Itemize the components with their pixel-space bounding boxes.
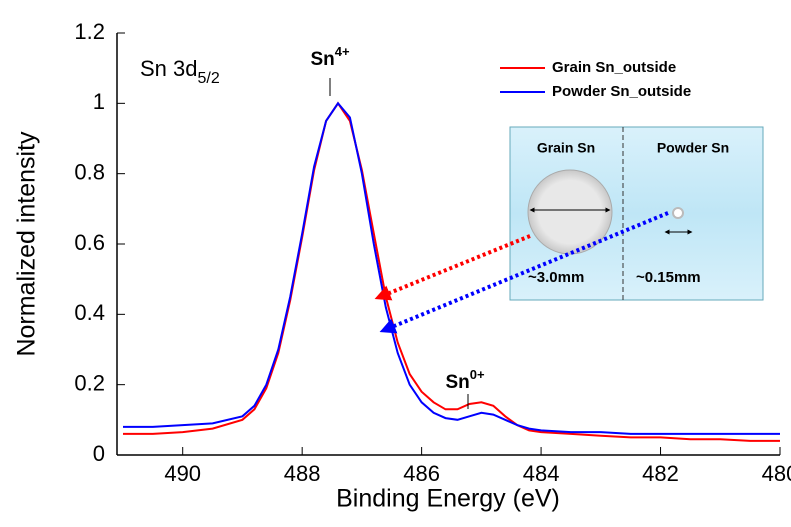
y-tick-label: 0.6	[74, 230, 105, 255]
legend-label: Grain Sn_outside	[552, 59, 676, 76]
ticks: 0 0.2 0.4 0.6 0.8 1 1.2 490 488 486 484 482 480	[74, 19, 791, 486]
peak-text: Sn	[445, 372, 469, 393]
y-tick-label: 0.8	[74, 159, 105, 184]
inset-size: ~0.15mm	[636, 269, 701, 286]
x-tick-label: 484	[523, 461, 560, 486]
series-line	[123, 101, 780, 435]
x-tick-label: 490	[164, 461, 201, 486]
y-axis-label: Normalized intensity	[13, 131, 41, 357]
inset-title: Powder Sn	[657, 140, 729, 156]
x-tick-label: 482	[642, 461, 679, 486]
series-line	[123, 101, 780, 442]
legend-label: Powder Sn_outside	[552, 83, 691, 100]
plot-area	[123, 101, 780, 442]
legend: Grain Sn_outside Powder Sn_outside	[500, 59, 691, 100]
region-text: Sn 3d	[140, 56, 198, 81]
peak-label: Sn0+	[445, 367, 485, 393]
peak-text: Sn	[310, 49, 334, 70]
peak-label: Sn4+	[310, 44, 350, 70]
region-label: Sn 3d5/2	[140, 56, 220, 87]
x-axis-label: Binding Energy (eV)	[336, 485, 560, 513]
peak-sup: 0+	[470, 367, 485, 382]
y-tick-label: 1	[93, 89, 105, 114]
inset-title: Grain Sn	[537, 140, 595, 156]
peak-sup: 4+	[335, 44, 350, 59]
y-tick-label: 0.2	[74, 370, 105, 395]
powder-circle	[672, 207, 684, 219]
y-tick-label: 0.4	[74, 300, 105, 325]
pointer-arrow	[379, 211, 669, 334]
region-sub: 5/2	[198, 70, 220, 87]
inset: Grain Sn Powder Sn ~3.0mm ~0.15mm	[509, 126, 764, 301]
pointer-arrow	[374, 234, 531, 301]
y-tick-label: 0	[93, 441, 105, 466]
y-tick-label: 1.2	[74, 19, 105, 44]
x-tick-label: 480	[762, 461, 791, 486]
x-tick-label: 488	[284, 461, 321, 486]
x-tick-label: 486	[403, 461, 440, 486]
inset-size: ~3.0mm	[528, 269, 584, 286]
